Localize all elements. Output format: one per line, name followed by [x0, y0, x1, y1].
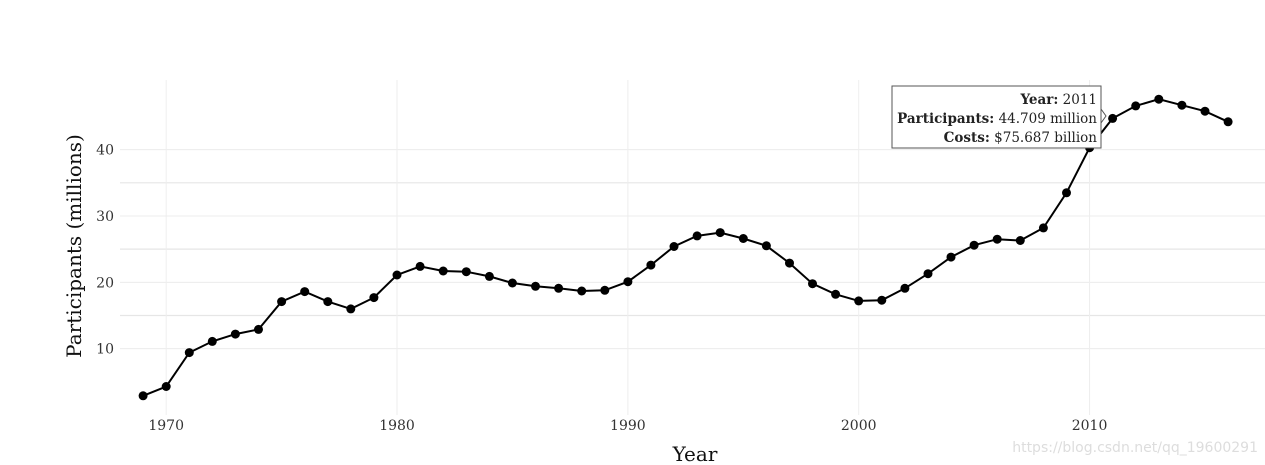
data-point[interactable]	[484, 271, 494, 281]
data-point[interactable]	[854, 296, 864, 306]
x-tick-label: 2010	[1072, 418, 1108, 434]
x-tick-label: 1990	[610, 418, 646, 434]
data-point[interactable]	[1177, 100, 1187, 110]
y-axis-title: Participants (millions)	[62, 134, 86, 358]
data-point[interactable]	[900, 283, 910, 293]
data-point[interactable]	[323, 297, 333, 307]
x-tick-label: 1970	[148, 418, 184, 434]
data-point[interactable]	[207, 336, 217, 346]
tooltip-pointer	[1100, 107, 1107, 125]
data-point[interactable]	[738, 234, 748, 243]
y-tick-label: 40	[96, 143, 114, 159]
data-point[interactable]	[531, 281, 540, 291]
data-point[interactable]	[415, 261, 425, 271]
data-point[interactable]	[1223, 117, 1233, 127]
data-point[interactable]	[623, 277, 633, 287]
data-point[interactable]	[831, 289, 841, 299]
tooltip-participants-value: 44.709 million	[999, 111, 1098, 127]
data-point[interactable]	[138, 391, 148, 401]
data-point[interactable]	[554, 283, 564, 293]
data-point[interactable]	[669, 242, 679, 251]
data-point[interactable]	[277, 297, 287, 307]
x-axis-ticks: 1970 1980 1990 2000 2010	[148, 418, 1107, 434]
data-points[interactable]	[138, 94, 1233, 401]
data-point[interactable]	[692, 231, 702, 241]
data-point[interactable]	[877, 295, 887, 305]
data-point[interactable]	[1108, 113, 1118, 123]
data-point[interactable]	[300, 287, 310, 297]
tooltip-costs-label: Costs:	[944, 130, 990, 146]
data-point[interactable]	[808, 279, 817, 289]
watermark-text: https://blog.csdn.net/qq_19600291	[1012, 440, 1258, 456]
y-axis-ticks: 10 20 30 40	[96, 143, 114, 358]
svg-text:Costs: $75.687 billion: Costs: $75.687 billion	[944, 130, 1098, 146]
data-point[interactable]	[254, 324, 263, 334]
data-point[interactable]	[461, 267, 471, 277]
data-point[interactable]	[230, 329, 240, 339]
data-point[interactable]	[161, 382, 171, 391]
x-tick-label: 1980	[379, 418, 415, 434]
tooltip-box	[891, 85, 1102, 149]
data-point[interactable]	[600, 285, 610, 295]
data-point[interactable]	[184, 348, 194, 358]
data-point[interactable]	[346, 304, 356, 314]
tooltip-year-value: 2011	[1063, 92, 1097, 108]
data-point[interactable]	[785, 258, 794, 268]
y-tick-label: 30	[96, 209, 114, 225]
data-point[interactable]	[507, 278, 517, 288]
data-point[interactable]	[715, 228, 725, 238]
y-tick-label: 20	[96, 275, 114, 291]
data-point[interactable]	[1062, 188, 1071, 198]
data-point[interactable]	[969, 240, 979, 250]
data-point[interactable]	[1131, 101, 1141, 111]
tooltip-participants-label: Participants:	[897, 111, 994, 127]
svg-text:Participants: 44.709 mil: Participants: 44.709 million	[897, 111, 1097, 127]
svg-text:Year: 2011: Year: 2011	[1019, 92, 1097, 108]
data-point[interactable]	[992, 234, 1002, 244]
data-point[interactable]	[1015, 236, 1025, 245]
tooltip-costs-value: $75.687 billion	[994, 130, 1097, 146]
hover-tooltip: Year: 2011 Participants: 44.709 million …	[891, 85, 1107, 149]
tooltip-year-label: Year:	[1019, 92, 1058, 108]
data-point[interactable]	[392, 270, 402, 280]
data-point[interactable]	[369, 293, 379, 303]
data-point[interactable]	[946, 252, 956, 262]
data-point[interactable]	[438, 266, 448, 276]
data-point[interactable]	[923, 269, 933, 279]
data-point[interactable]	[646, 260, 656, 270]
x-axis-title: Year	[672, 442, 718, 465]
data-point[interactable]	[761, 241, 771, 251]
data-point[interactable]	[1200, 106, 1210, 116]
y-tick-label: 10	[96, 342, 114, 358]
data-point[interactable]	[1038, 223, 1048, 233]
data-point[interactable]	[577, 286, 587, 296]
x-tick-label: 2000	[841, 418, 877, 434]
data-point[interactable]	[1154, 94, 1164, 104]
